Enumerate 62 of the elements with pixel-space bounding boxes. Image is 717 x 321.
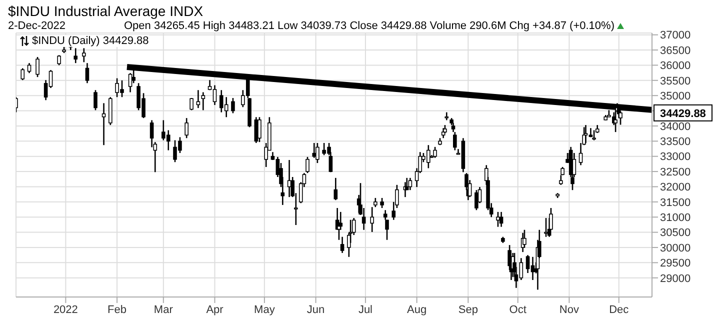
y-tick-label: 36000 xyxy=(660,60,691,72)
candlestick xyxy=(190,97,194,111)
y-tick-label: 29000 xyxy=(660,272,691,285)
y-tick-label: 31000 xyxy=(660,212,691,224)
candlestick xyxy=(370,206,374,233)
candlestick xyxy=(592,130,596,141)
candlestick xyxy=(433,146,437,159)
candlestick xyxy=(408,177,412,191)
chart-title: $INDU Industrial Average INDX xyxy=(8,3,204,19)
y-tick-label: 35500 xyxy=(660,75,691,88)
candlestick xyxy=(184,117,188,139)
candlestick xyxy=(374,197,378,208)
candlestick xyxy=(36,56,40,78)
x-tick-label: May xyxy=(254,304,276,316)
annotation: $INDU (Daily) 34429.88 xyxy=(32,35,149,47)
annotation: 34429.88 xyxy=(660,108,706,120)
x-tick-label: Mar xyxy=(154,304,174,316)
y-tick-label: 36500 xyxy=(660,44,691,57)
y-tick-label: 30000 xyxy=(660,242,691,254)
candlestick xyxy=(57,54,61,66)
candlestick xyxy=(334,177,338,201)
candlestick xyxy=(231,97,235,114)
x-tick-label: Jun xyxy=(306,304,325,316)
candlestick xyxy=(499,211,504,228)
y-tick-label: 29500 xyxy=(660,258,691,270)
candlestick xyxy=(150,120,154,148)
y-tick-label: 30500 xyxy=(660,227,691,240)
text: Open 34265.45 High 34483.21 Low 34039.73 Close 34429.88 Volume 290.6M Chg +34.87 (+0.10%) xyxy=(124,20,614,32)
candlestick xyxy=(258,116,262,143)
x-tick-label: Oct xyxy=(509,304,526,316)
y-tick-label: 35000 xyxy=(660,90,691,102)
x-tick-label: Nov xyxy=(559,304,580,316)
x-tick-label: Aug xyxy=(407,304,427,316)
y-tick-label: 31500 xyxy=(660,196,691,209)
y-tick-label: 37000 xyxy=(660,30,691,42)
x-tick-label: Sep xyxy=(458,304,478,316)
x-tick-label: Dec xyxy=(609,304,630,316)
x-tick-label: 2022 xyxy=(53,304,78,316)
candlestick xyxy=(496,211,500,228)
candlestick xyxy=(451,122,456,133)
y-tick-label: 32500 xyxy=(660,166,691,178)
candlestick xyxy=(20,68,25,81)
candlestick xyxy=(522,229,526,248)
x-tick-label: Feb xyxy=(108,304,127,316)
y-tick-label: 33000 xyxy=(660,151,691,164)
candlestick xyxy=(94,89,98,111)
candlestick xyxy=(362,207,366,231)
candlestick xyxy=(453,131,457,151)
candlestick xyxy=(74,48,78,64)
y-tick-label: 32000 xyxy=(660,182,691,194)
y-tick-label: 34000 xyxy=(660,120,691,133)
candlestick xyxy=(380,197,384,209)
y-tick-label: 33500 xyxy=(660,136,691,148)
chart-subtitle: 2-Dec-2022 xyxy=(8,20,66,32)
candlestick xyxy=(306,156,310,174)
candlestick xyxy=(340,236,344,254)
x-tick-label: Apr xyxy=(206,304,224,316)
candlestick xyxy=(474,189,478,211)
candlestick xyxy=(316,142,320,164)
candlestick xyxy=(201,92,206,111)
candlestick xyxy=(85,62,90,84)
x-tick-label: Jul xyxy=(358,304,372,316)
